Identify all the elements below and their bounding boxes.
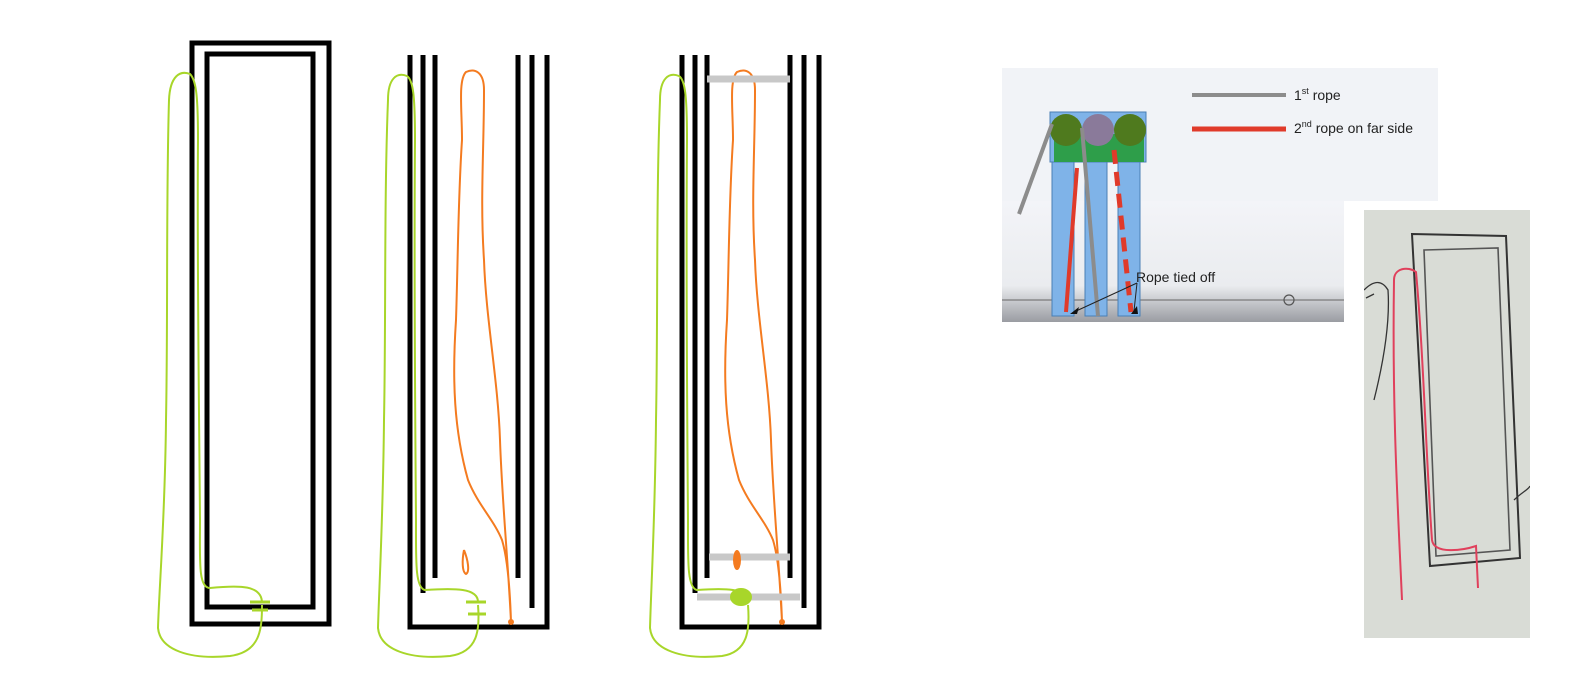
green-rope-path: [156, 71, 263, 658]
log-end-right: [1114, 114, 1146, 146]
outer-frame-open: [679, 55, 822, 630]
sketch-red-rope: [1392, 267, 1479, 601]
outer-frame-open: [407, 55, 550, 630]
middle-frame-open: [420, 55, 535, 608]
green-rope-path: [648, 73, 750, 658]
photo-paper: [1364, 210, 1530, 638]
first-rope-grey: [1017, 123, 1100, 317]
sketch-outer-frame: [1410, 232, 1522, 568]
video-scrubber-handle: [1283, 294, 1295, 306]
diagram-panel-2: [376, 55, 550, 658]
inner-frame-open: [704, 55, 793, 578]
green-rope-knot: [250, 600, 270, 612]
diagram-panel-1: [156, 40, 332, 658]
tied-off-arrowheads: [1070, 306, 1138, 314]
log-end-middle: [1082, 114, 1114, 146]
orange-rope-end: [779, 619, 785, 625]
green-rope-knot: [466, 600, 486, 616]
orange-rope-end: [508, 619, 514, 625]
sketch-inner-frame: [1423, 247, 1511, 557]
orange-rope-path: [724, 69, 783, 623]
rope-tied-off-annotation: Rope tied off: [1136, 269, 1215, 285]
green-rope-path: [376, 73, 480, 658]
log-end-left: [1050, 114, 1082, 146]
inner-frame: [204, 51, 316, 610]
green-knot-blob: [730, 588, 752, 606]
orange-knot-blob: [733, 550, 741, 570]
legend-rope2-label: 2nd rope on far side: [1294, 119, 1413, 136]
second-rope-red-dashed: [1111, 149, 1134, 313]
hand-sketch-photo: [1363, 210, 1531, 638]
orange-rope-loop: [461, 549, 470, 576]
diagram-panel-3: [648, 55, 822, 658]
legend-rope1-label: 1st rope: [1294, 86, 1341, 103]
middle-frame-open: [692, 55, 807, 608]
slide-screenshot: 1st rope 2nd rope on far side Rope tied …: [1002, 68, 1438, 322]
second-rope-red: [1064, 167, 1079, 313]
sketch-stray-marks: [1363, 281, 1531, 501]
inner-frame-open: [432, 55, 521, 578]
orange-rope-path: [453, 69, 512, 623]
tied-off-arrows: [1073, 282, 1138, 313]
outer-frame: [189, 40, 332, 627]
hand-sketch-drawing: [1363, 210, 1531, 638]
